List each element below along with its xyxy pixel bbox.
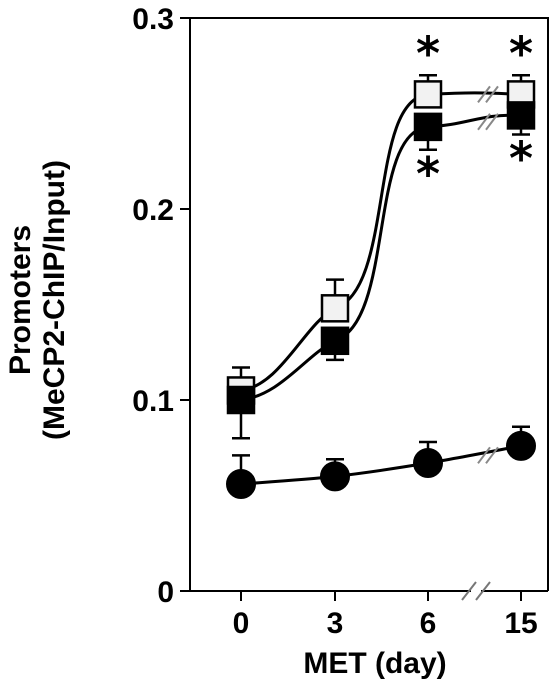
significance-marker: * [509,26,533,80]
x-axis-break-mark [475,581,491,601]
significance-marker: * [509,132,533,186]
series-filled-square: * * [226,101,536,440]
data-point-square [320,294,350,323]
y-axis-title: Promoters (MeCP2-ChIP/Input) [4,160,71,440]
y-tick-label: 0.2 [132,194,174,227]
x-axis-break-mark [461,581,477,601]
axes [189,17,549,601]
y-axis-title-line-2: (MeCP2-ChIP/Input) [38,160,71,440]
series-filled-circle [226,425,536,500]
y-tick-label: 0.3 [132,3,174,36]
series-break-mark [477,85,491,104]
series-line [240,444,522,486]
x-tick-label: 6 [420,607,437,640]
series-break-mark [485,446,499,464]
series-group: * ** * [226,26,536,500]
data-point-square [413,80,443,109]
data-point-square [413,112,443,142]
x-tick-group: 0 3 6 15 [233,591,538,640]
y-axis-title-line-1: Promoters [4,225,37,375]
x-tick-label: 0 [233,607,250,640]
significance-marker: * [416,147,440,201]
x-axis-title: MET (day) [303,647,446,680]
data-point-circle [226,469,256,500]
data-point-square [506,101,536,130]
x-tick-label: 15 [504,607,537,640]
data-point-square [226,385,256,415]
significance-marker: * [416,26,440,80]
data-point-circle [506,430,536,461]
y-tick-label: 0 [157,576,174,609]
series-break-mark [477,446,491,464]
series-break-mark [477,113,491,131]
y-tick-group: 0 0.1 0.2 0.3 [132,3,190,609]
y-tick-label: 0.1 [132,385,174,418]
plot-frame [189,17,549,591]
series-break-mark [485,113,499,131]
series-break-mark [485,85,499,104]
series-open-square: * * [226,26,536,405]
data-point-circle [413,448,443,479]
x-tick-label: 3 [327,607,344,640]
data-point-circle [320,461,350,492]
data-point-square [320,326,350,356]
series-line [240,91,522,392]
series-line [240,113,522,402]
